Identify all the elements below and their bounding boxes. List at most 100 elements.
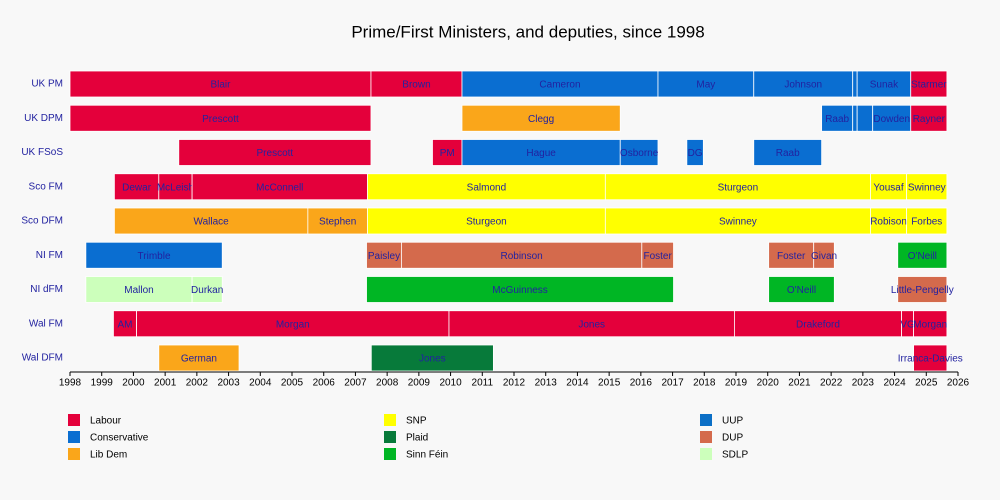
row-label: UK FSoS (21, 147, 63, 158)
bar-label: Raab (776, 148, 800, 159)
bar (367, 173, 606, 201)
bar-label: DG (688, 148, 703, 159)
legend-swatch (68, 448, 80, 460)
bar-label: AM (118, 319, 133, 330)
bar-label: Little-Pengelly (891, 285, 954, 296)
bar-label: Durkan (191, 285, 223, 296)
bar (753, 70, 854, 98)
bar (753, 139, 823, 166)
bar-label: Brown (402, 80, 430, 91)
bar-label: Swinney (908, 182, 946, 193)
bar-label: McGuinness (492, 285, 548, 296)
bar (461, 104, 621, 132)
row-label: Sco DFM (21, 216, 63, 227)
legend-label: Sinn Féin (406, 450, 448, 461)
x-tick-label: 2015 (598, 378, 621, 389)
legend-label: Labour (90, 416, 122, 427)
x-tick-label: 2013 (535, 378, 558, 389)
bar (461, 70, 659, 98)
bar (69, 104, 372, 132)
bar-label: Swinney (719, 217, 757, 228)
bar-label: Raab (825, 114, 849, 125)
x-tick-label: 2022 (820, 378, 843, 389)
bar-label: Sturgeon (718, 182, 759, 193)
bar (401, 241, 643, 269)
legend-label: DUP (722, 433, 743, 444)
bar (906, 173, 948, 201)
x-tick-label: 2012 (503, 378, 526, 389)
bar-label: VG (900, 319, 915, 330)
bar-label: Drakeford (796, 319, 840, 330)
bar-label: Stephen (319, 217, 356, 228)
bar-label: Irranca-Davies (898, 354, 963, 365)
bar-label: Mallon (124, 285, 153, 296)
legend-swatch (68, 431, 80, 443)
bar (852, 70, 858, 98)
bar (686, 139, 704, 166)
bar (734, 310, 902, 338)
bar-label: Morgan (276, 319, 310, 330)
bar-label: Dewar (122, 182, 152, 193)
bar-label: Wallace (194, 217, 230, 228)
bar-label: Jones (578, 319, 605, 330)
bar (370, 344, 494, 372)
row-label: UK PM (31, 79, 63, 90)
row-label: NI dFM (30, 284, 63, 295)
bar (641, 241, 674, 269)
bar-label: Johnson (784, 80, 822, 91)
x-tick-label: 2024 (883, 378, 906, 389)
bar (768, 241, 815, 269)
x-tick-label: 2014 (566, 378, 589, 389)
legend-swatch (68, 414, 80, 426)
x-tick-label: 2002 (186, 378, 209, 389)
bar-label: May (696, 80, 715, 91)
x-tick-label: 2004 (249, 378, 272, 389)
x-tick-label: 1999 (91, 378, 114, 389)
legend-swatch (700, 431, 712, 443)
bar (856, 104, 874, 132)
legend-swatch (384, 431, 396, 443)
bar-label: Osborne (620, 148, 659, 159)
bar (178, 139, 372, 166)
legend-label: Plaid (406, 433, 428, 444)
legend-swatch (700, 448, 712, 460)
x-tick-label: 2006 (313, 378, 336, 389)
x-tick-label: 2001 (154, 378, 177, 389)
bar-label: O'Neill (908, 251, 937, 262)
bar (366, 241, 402, 269)
legend-label: UUP (722, 416, 743, 427)
bar-label: Robison (870, 217, 907, 228)
bar-label: Starmer (911, 80, 947, 91)
x-tick-label: 2011 (472, 378, 494, 389)
x-tick-label: 2019 (725, 378, 748, 389)
bar-label: O'Neill (787, 285, 816, 296)
x-tick-label: 1998 (59, 378, 82, 389)
x-tick-label: 2017 (661, 378, 684, 389)
bar-label: German (181, 354, 217, 365)
bar-label: Givan (811, 251, 837, 262)
bar (158, 344, 240, 372)
x-tick-label: 2010 (439, 378, 462, 389)
bar (366, 276, 674, 303)
x-tick-label: 2003 (217, 378, 240, 389)
bar-label: Rayner (913, 114, 946, 125)
x-tick-label: 2023 (852, 378, 875, 389)
legend-swatch (384, 414, 396, 426)
x-tick-label: 2021 (788, 378, 811, 389)
bar (136, 310, 450, 338)
bar (906, 207, 948, 235)
row-label: Wal DFM (22, 353, 63, 364)
bar (872, 104, 912, 132)
x-tick-label: 2005 (281, 378, 304, 389)
bar (604, 173, 871, 201)
chart-title: Prime/First Ministers, and deputies, sin… (351, 22, 704, 41)
bar-label: Paisley (368, 251, 400, 262)
x-tick-label: 2026 (947, 378, 970, 389)
bar-label: Yousaf (873, 182, 903, 193)
bar-label: PM (440, 148, 455, 159)
row-label: NI FM (36, 250, 63, 261)
bar-label: Morgan (913, 319, 947, 330)
bar-label: Trimble (138, 251, 171, 262)
legend-swatch (700, 414, 712, 426)
